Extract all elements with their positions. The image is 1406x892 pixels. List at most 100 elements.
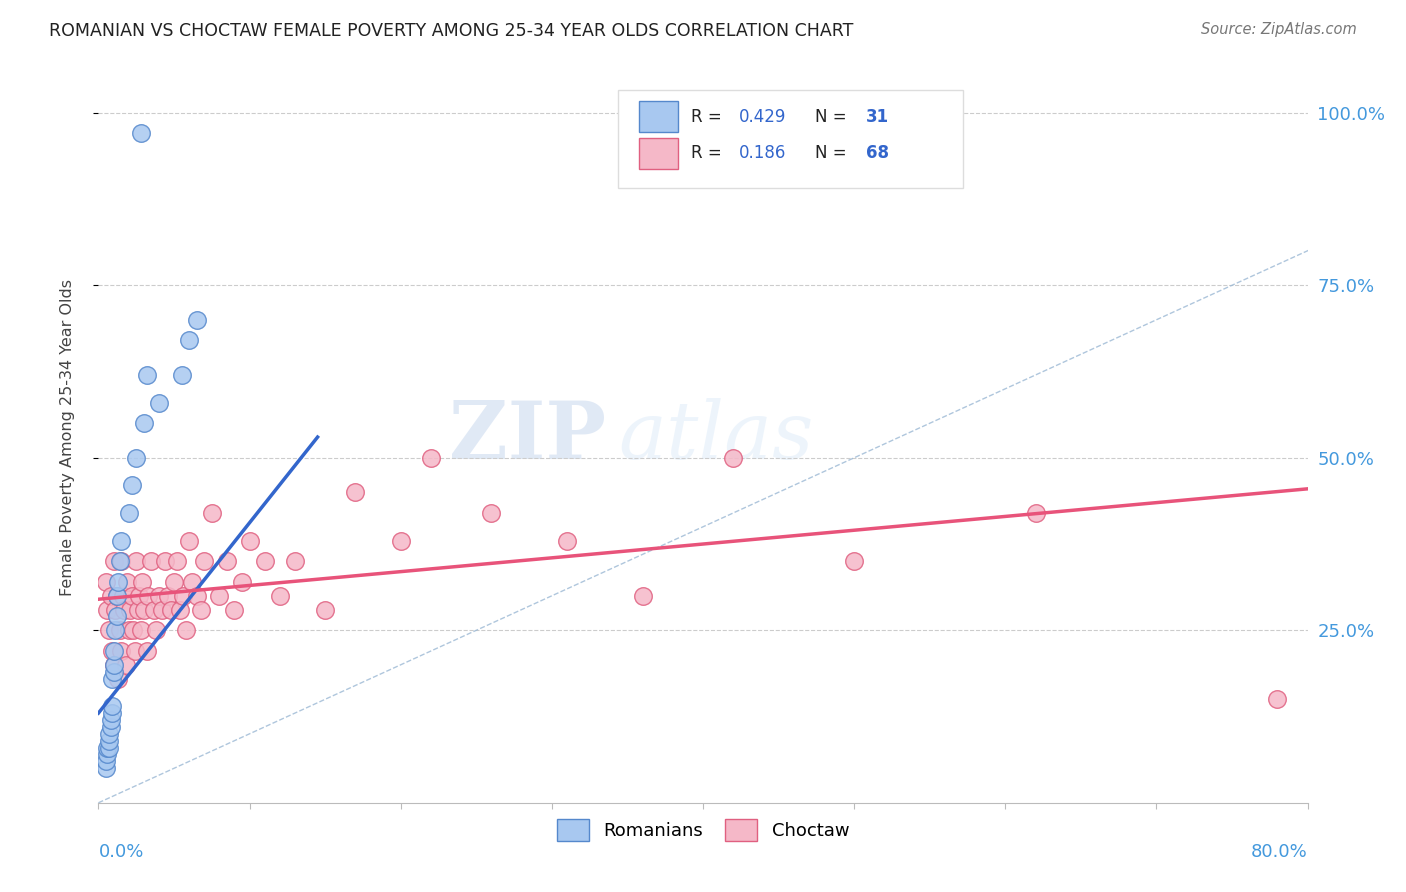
Point xyxy=(284,554,307,568)
Point xyxy=(103,644,125,658)
Point xyxy=(181,574,204,589)
Point xyxy=(141,554,163,568)
Text: 31: 31 xyxy=(866,108,890,126)
Point xyxy=(160,602,183,616)
Point xyxy=(127,602,149,616)
Point xyxy=(172,589,194,603)
Point xyxy=(170,368,193,382)
Point xyxy=(136,589,159,603)
Text: ROMANIAN VS CHOCTAW FEMALE POVERTY AMONG 25-34 YEAR OLDS CORRELATION CHART: ROMANIAN VS CHOCTAW FEMALE POVERTY AMONG… xyxy=(49,22,853,40)
Point xyxy=(118,506,141,520)
Point xyxy=(107,672,129,686)
Text: ZIP: ZIP xyxy=(450,398,606,476)
Point xyxy=(201,506,224,520)
Point xyxy=(103,554,125,568)
Point xyxy=(1024,506,1046,520)
Point xyxy=(208,589,231,603)
Point xyxy=(125,450,148,465)
Point xyxy=(135,368,157,382)
Point xyxy=(110,644,132,658)
Point xyxy=(555,533,578,548)
Point xyxy=(98,727,121,741)
Point xyxy=(174,624,197,638)
Point xyxy=(110,554,132,568)
Point xyxy=(723,450,745,465)
Point xyxy=(148,589,170,603)
Text: 68: 68 xyxy=(866,145,889,162)
FancyBboxPatch shape xyxy=(638,138,678,169)
Point xyxy=(481,506,503,520)
Point xyxy=(111,589,134,603)
Point xyxy=(118,624,141,638)
Point xyxy=(156,589,179,603)
Point xyxy=(94,761,117,775)
Text: 0.0%: 0.0% xyxy=(98,843,143,861)
Point xyxy=(108,554,131,568)
Point xyxy=(631,589,654,603)
Point xyxy=(269,589,291,603)
Point xyxy=(186,589,208,603)
Point xyxy=(98,740,121,755)
Text: 80.0%: 80.0% xyxy=(1251,843,1308,861)
Point xyxy=(186,312,208,326)
Point xyxy=(101,706,124,720)
Point xyxy=(108,624,131,638)
Point xyxy=(96,602,118,616)
Point xyxy=(224,602,246,616)
Point xyxy=(844,554,866,568)
Point xyxy=(120,602,142,616)
Point xyxy=(179,334,201,348)
Point xyxy=(122,624,145,638)
Point xyxy=(103,657,125,672)
Point xyxy=(121,478,143,492)
Point xyxy=(145,624,167,638)
Point xyxy=(193,554,215,568)
Text: atlas: atlas xyxy=(619,399,814,475)
Point xyxy=(112,602,135,616)
Point xyxy=(135,644,157,658)
Point xyxy=(103,665,125,679)
Point xyxy=(96,740,118,755)
Point xyxy=(98,624,121,638)
Y-axis label: Female Poverty Among 25-34 Year Olds: Female Poverty Among 25-34 Year Olds xyxy=(60,278,75,596)
Point xyxy=(121,589,143,603)
Point xyxy=(215,554,238,568)
Text: N =: N = xyxy=(815,145,852,162)
Point xyxy=(132,602,155,616)
Point xyxy=(163,574,186,589)
Text: Source: ZipAtlas.com: Source: ZipAtlas.com xyxy=(1201,22,1357,37)
Point xyxy=(100,713,122,727)
Point xyxy=(420,450,443,465)
Point xyxy=(96,747,118,762)
Point xyxy=(389,533,412,548)
Text: R =: R = xyxy=(690,108,727,126)
Point xyxy=(143,602,166,616)
Point xyxy=(231,574,253,589)
Point xyxy=(115,574,138,589)
Text: 0.186: 0.186 xyxy=(740,145,786,162)
Point xyxy=(125,554,148,568)
Point xyxy=(114,657,136,672)
Point xyxy=(100,589,122,603)
Point xyxy=(100,720,122,734)
Point xyxy=(150,602,173,616)
Point xyxy=(166,554,188,568)
Text: R =: R = xyxy=(690,145,727,162)
Point xyxy=(132,417,155,431)
Point xyxy=(94,755,117,769)
Point xyxy=(128,589,150,603)
Point xyxy=(110,533,132,548)
Point xyxy=(148,395,170,409)
Point xyxy=(105,609,128,624)
Point xyxy=(124,644,146,658)
Text: N =: N = xyxy=(815,108,852,126)
Point xyxy=(314,602,336,616)
Point xyxy=(253,554,276,568)
Point xyxy=(344,485,367,500)
Point xyxy=(105,589,128,603)
Point xyxy=(104,602,127,616)
Point xyxy=(129,127,152,141)
Point xyxy=(179,533,201,548)
Point xyxy=(169,602,191,616)
FancyBboxPatch shape xyxy=(638,102,678,132)
